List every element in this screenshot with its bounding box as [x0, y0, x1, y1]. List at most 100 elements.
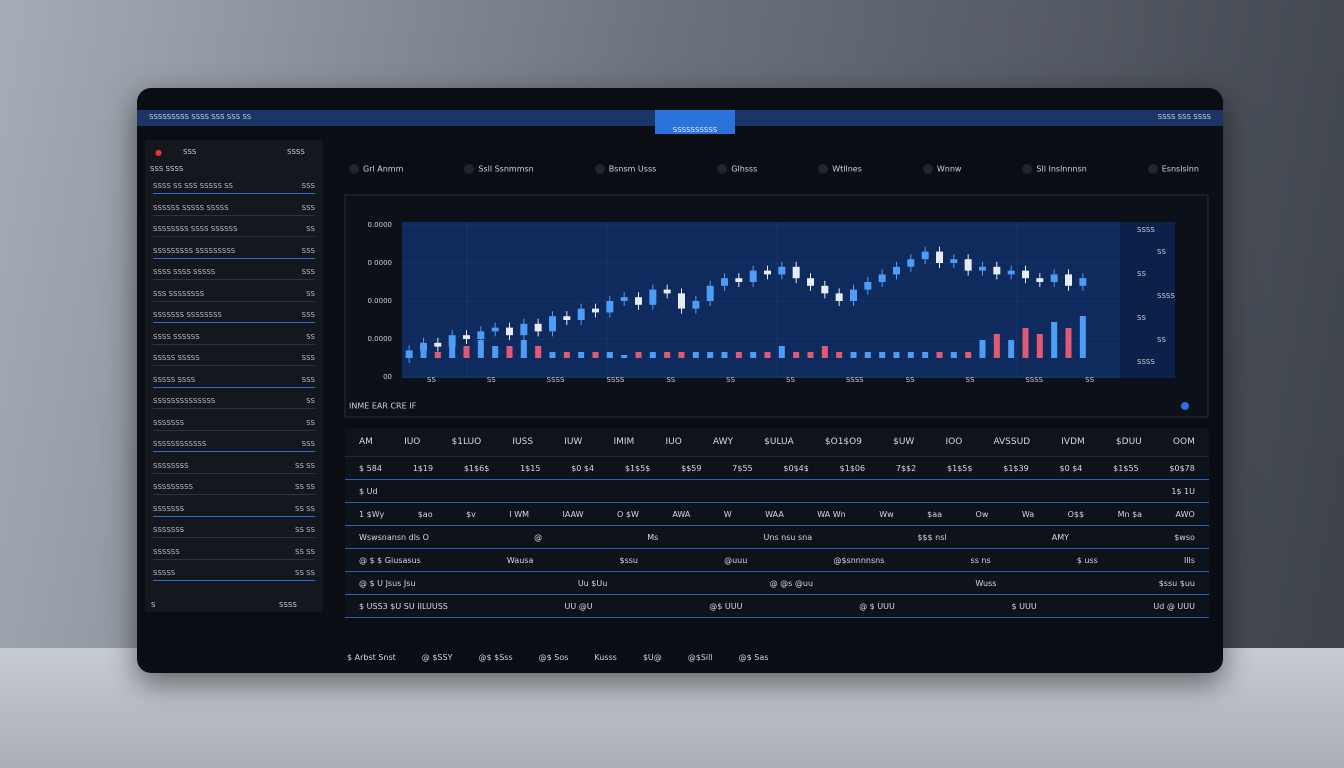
toolbar-item[interactable]: Esnslslnn — [1148, 164, 1199, 174]
active-tab[interactable]: SSSSSSSSSS — [655, 110, 735, 134]
candle-body — [1050, 274, 1058, 282]
volume-bar — [721, 352, 728, 358]
cell: $$$ nsl — [917, 532, 947, 542]
item-value: SSS — [301, 182, 315, 190]
footer-item[interactable]: $ Arbst Snst — [347, 653, 396, 662]
sidebar: ● SSS SSSS SSS SSSS S SSSS SSSS SS SSS S… — [145, 140, 323, 612]
sidebar-item[interactable]: SSSS SS SSS SSSSS SS SSS — [153, 182, 315, 194]
volume-bar — [492, 346, 499, 358]
table-row[interactable]: $ Ud 1$ 1U — [345, 480, 1209, 503]
sidebar-item[interactable]: SSSSS SSSSS SSS — [153, 354, 315, 366]
toolbar-item[interactable]: Ssll Ssnmmsn — [464, 164, 533, 174]
volume-bar — [993, 334, 1000, 358]
volume-bar — [477, 340, 484, 358]
toolbar-item[interactable]: Wnnw — [923, 164, 962, 174]
sidebar-item[interactable]: SSSS SSSS SSSSS SSS — [153, 268, 315, 280]
sidebar-item[interactable]: SSSSSSSSSSSS SSS — [153, 440, 315, 452]
table-row[interactable]: 1 $Wy $ao $v I WM IAAW O $W AWA W WAA WA Wn Ww $aa O… — [345, 503, 1209, 526]
sidebar-item[interactable]: SSSSSSSS SSSS SSSSSS SS — [153, 225, 315, 237]
candle-body — [792, 266, 800, 279]
plot-area — [402, 222, 1175, 378]
item-value: SS — [306, 289, 315, 298]
cell: Uns nsu sna — [763, 532, 813, 542]
toolbar: Grl Anmm Ssll Ssnmmsn Bsnsm Usss Glhsss Wtll… — [349, 164, 1199, 174]
footer-item[interactable]: @ $SSY — [421, 653, 453, 662]
candle-body — [506, 327, 513, 336]
candle-body — [1079, 278, 1087, 286]
toolbar-item[interactable]: Bsnsm Usss — [595, 164, 657, 174]
table-row[interactable]: $ 584 1$19 $1$6$ 1$15 $0 $4 $1$5$ $$59 7$55 $0$4… — [345, 457, 1209, 480]
cell: Wausa — [506, 555, 534, 565]
volume-bar — [649, 352, 656, 358]
table-row[interactable]: @ $ U Jsus Jsu Uu $Uu @ @s @uu Wuss $ssu $uu — [345, 572, 1209, 595]
cell: $ uss — [1076, 555, 1098, 565]
right-label: SS — [1157, 336, 1166, 344]
chart: INME EAR CRE IF 00 0.0000 0.0000 0 0000 0.00… — [344, 194, 1209, 418]
table: AM IUO $1LUO IUSS IUW IMIM IUO AWY $ULUA $O1$O9 $U… — [345, 428, 1209, 618]
toolbar-item[interactable]: Grl Anmm — [349, 164, 403, 174]
toolbar-item[interactable]: Sll Inslnnnsn — [1022, 164, 1086, 174]
sidebar-item[interactable]: SSSSSSS SS — [153, 419, 315, 431]
cell: $1$5$ — [624, 463, 651, 473]
header-cell: AM — [359, 437, 373, 447]
sidebar-item[interactable]: SSSSS SSSS SSS — [153, 376, 315, 388]
footer-item[interactable]: @$ $Sss — [478, 653, 513, 662]
footer-item[interactable]: Kusss — [594, 653, 617, 662]
sidebar-item[interactable]: SSS SSSSSSSS SS — [153, 290, 315, 302]
table-row[interactable]: Wswsnansn dls O @ Ms Uns nsu sna $$$ nsl AMY $… — [345, 526, 1209, 549]
item-value: SS SS — [295, 483, 315, 491]
item-value: SS — [306, 418, 315, 427]
sidebar-item[interactable]: SSSS SSSSSS SS — [153, 333, 315, 345]
footer-item[interactable]: @$ Sas — [738, 653, 769, 662]
cell: $ USS3 $U SU IILUUSS — [359, 601, 448, 611]
toolbar-item[interactable]: Wtllnes — [818, 164, 862, 174]
x-tick-label: SS — [966, 376, 975, 384]
header-cell: IUO — [404, 437, 421, 447]
volume-bar — [907, 352, 914, 358]
candle-body — [878, 274, 886, 282]
sidebar-item[interactable]: SSSSSSS SS SS — [153, 526, 315, 538]
item-value: SS — [306, 225, 315, 233]
candle-body — [434, 342, 442, 347]
cell: @$snnnnsns — [833, 555, 885, 565]
footer-item[interactable]: @$Sill — [687, 653, 713, 662]
footer-item[interactable]: $U@ — [642, 653, 662, 662]
item-label: SSS SSSSSSSS — [153, 289, 205, 298]
footer-item[interactable]: @$ Sos — [538, 653, 569, 662]
candle-body — [936, 251, 943, 263]
candle-body — [635, 297, 642, 305]
sidebar-item[interactable]: SSSSSSSS SS SS — [153, 462, 315, 474]
sidebar-item[interactable]: SSSSSSS SS SS — [153, 505, 315, 517]
toolbar-item[interactable]: Glhsss — [717, 164, 757, 174]
candle-body — [1022, 270, 1029, 279]
sidebar-header: SSS — [183, 148, 197, 156]
cell: $1$6$ — [463, 463, 490, 473]
x-tick-label: SS — [1085, 376, 1094, 384]
candle-body — [735, 278, 743, 282]
header-cell: $O1$O9 — [824, 437, 862, 447]
sidebar-item[interactable]: SSSSSSSSS SSSSSSSSS SSS — [153, 247, 315, 259]
x-tick-label: SS — [786, 376, 795, 384]
sidebar-item[interactable]: SSSSSS SS SS — [153, 548, 315, 560]
table-row[interactable]: @ $ $ Giusasus Wausa $ssu @uuu @$snnnnsns ss … — [345, 549, 1209, 572]
sidebar-item[interactable]: SSSSSSSSSSSSSS SS — [153, 397, 315, 409]
sidebar-item[interactable]: SSSSSSS SSSSSSSS SSS — [153, 311, 315, 323]
sidebar-item[interactable]: SSSSSSSSS SS SS — [153, 483, 315, 495]
sidebar-item[interactable]: SSSSSS SSSSS SSSSS SSS — [153, 204, 315, 216]
candle-body — [850, 289, 857, 301]
cell: W — [723, 509, 732, 519]
volume-bar — [664, 352, 671, 358]
item-label: SSSSSSS — [153, 418, 185, 427]
candle-body — [907, 259, 915, 267]
cell: IAAW — [562, 509, 584, 519]
x-tick-label: SS — [906, 376, 915, 384]
volume-bar — [520, 340, 527, 358]
table-row[interactable]: $ USS3 $U SU IILUUSS UU @U @$ UUU @ $ UUU $ … — [345, 595, 1209, 618]
item-label: SSSS SS SSS SSSSS SS — [153, 182, 233, 190]
top-right[interactable]: SSSS SSS SSSS — [1157, 113, 1211, 121]
cell: $0$78 — [1169, 463, 1195, 473]
sidebar-footer[interactable]: SSSS — [279, 601, 297, 609]
sidebar-item[interactable]: SSSSS SS SS — [153, 569, 315, 581]
x-tick-label: SSSS — [846, 376, 864, 384]
x-tick-label: SS — [666, 376, 675, 384]
